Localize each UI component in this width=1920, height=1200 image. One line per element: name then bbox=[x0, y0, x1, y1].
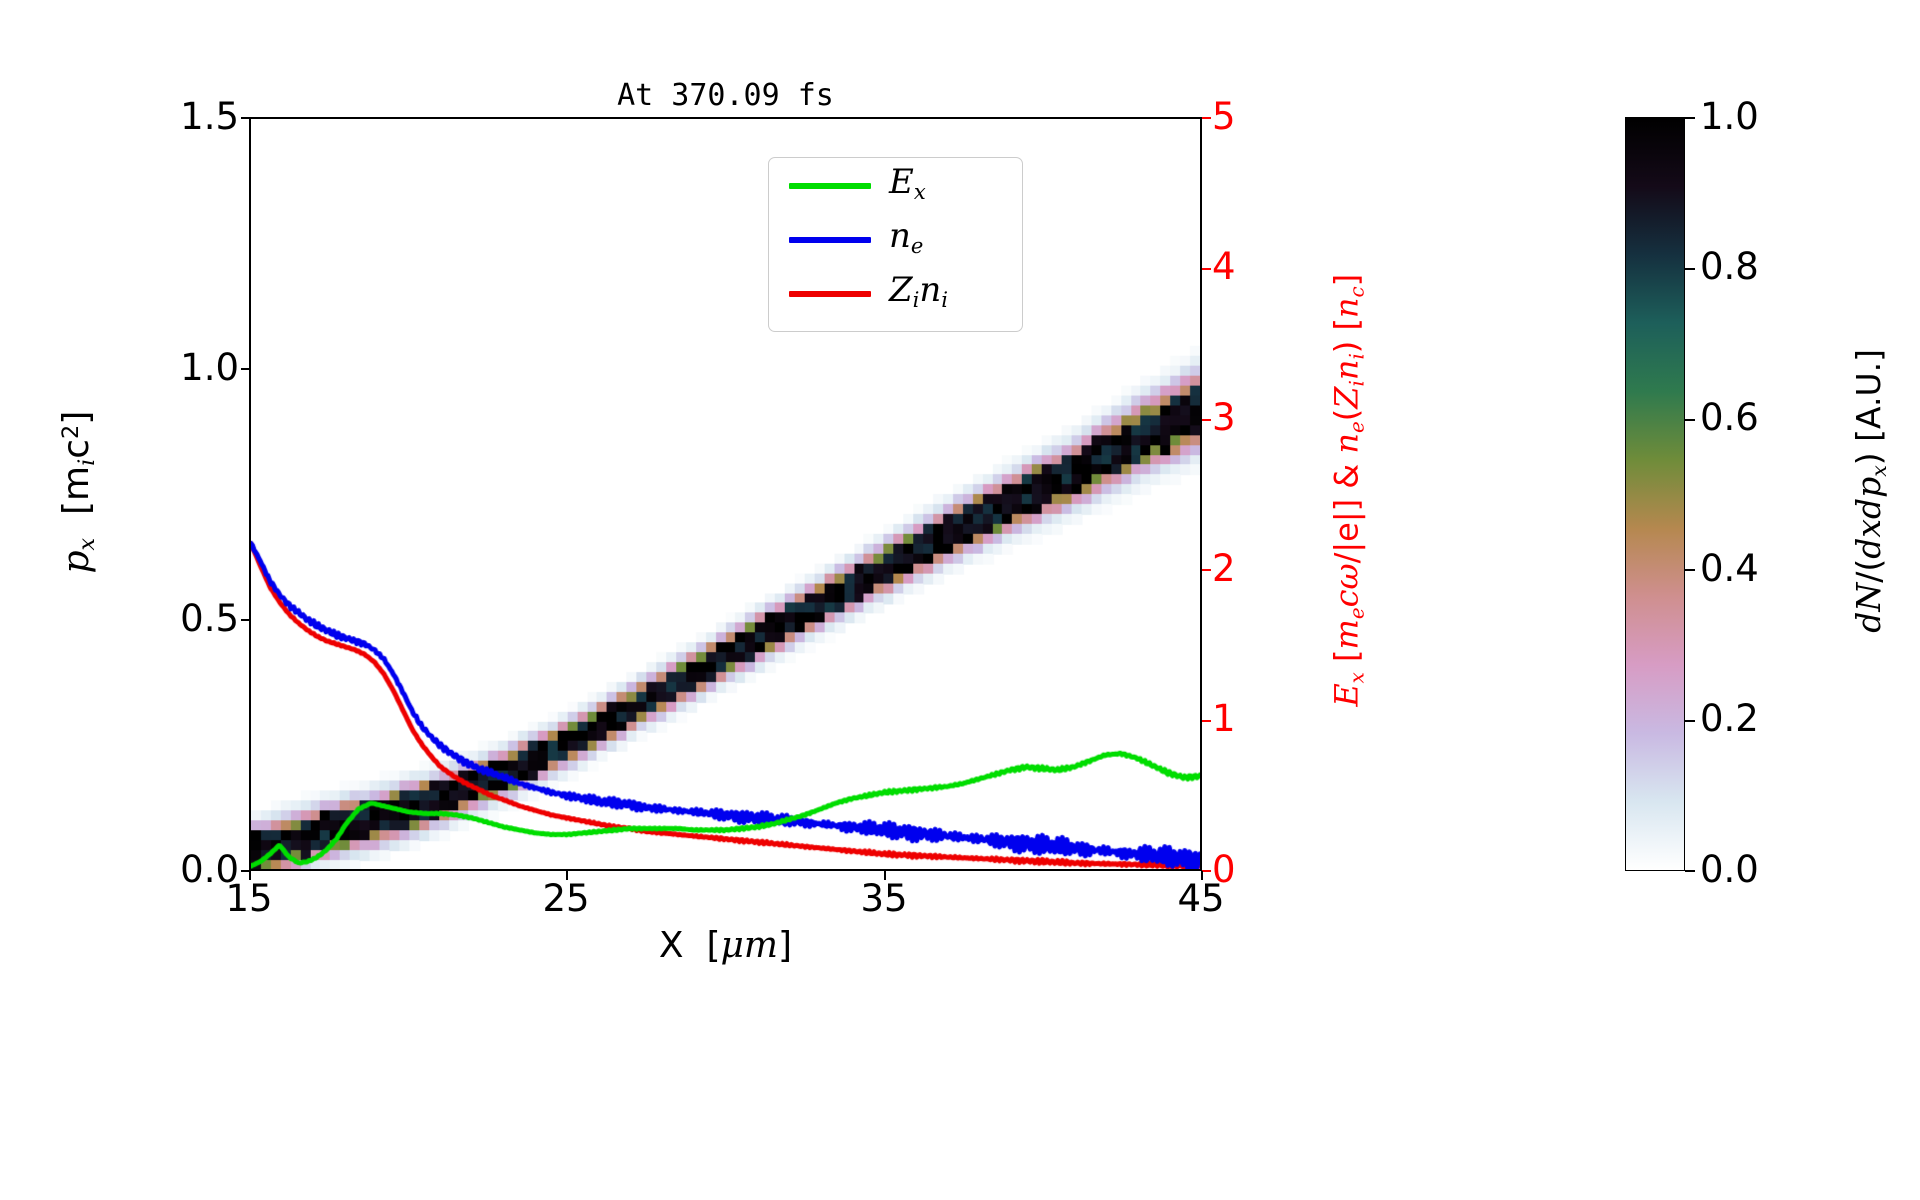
ytick-left-3: 0.5 bbox=[180, 597, 239, 640]
legend-label-zini: Zini bbox=[889, 270, 949, 312]
ytick-right-1: 5 bbox=[1212, 95, 1236, 138]
ytick-left-4: 0.0 bbox=[180, 848, 239, 891]
colorbar-gradient bbox=[1626, 118, 1684, 870]
colorbar-label: dN/(dxdpx) [A.U.] bbox=[1849, 348, 1891, 633]
ytick-left-2: 1.0 bbox=[180, 346, 239, 389]
ytick-mark-right-5 bbox=[1202, 720, 1211, 723]
xtick-3: 35 bbox=[860, 877, 908, 920]
legend-label-ne: ne bbox=[889, 216, 924, 258]
ytick-mark-right-3 bbox=[1202, 419, 1211, 422]
plot-canvas bbox=[251, 119, 1200, 869]
cbar-tick-6: 0.0 bbox=[1700, 848, 1759, 891]
cbar-tick-mark-5 bbox=[1685, 720, 1695, 722]
ytick-mark-left-2 bbox=[241, 368, 250, 371]
cbar-tick-1: 1.0 bbox=[1700, 95, 1759, 138]
xtick-mark-4 bbox=[1201, 871, 1204, 880]
ytick-mark-right-4 bbox=[1202, 569, 1211, 572]
legend-label-ex: Ex bbox=[889, 162, 926, 204]
legend-swatch-ne bbox=[789, 237, 871, 243]
legend-item-zini: Zini bbox=[781, 270, 1013, 316]
ytick-mark-right-1 bbox=[1202, 117, 1211, 120]
legend-swatch-zini bbox=[789, 291, 871, 297]
colorbar bbox=[1625, 117, 1685, 871]
plot-area bbox=[249, 117, 1202, 871]
xtick-1: 15 bbox=[225, 877, 273, 920]
cbar-tick-mark-4 bbox=[1685, 569, 1695, 571]
cbar-tick-mark-1 bbox=[1685, 117, 1695, 119]
xtick-2: 25 bbox=[542, 877, 590, 920]
cbar-tick-5: 0.2 bbox=[1700, 697, 1759, 740]
chart-title: At 370.09 fs bbox=[617, 78, 834, 113]
ytick-right-3: 3 bbox=[1212, 396, 1236, 439]
legend-item-ex: Ex bbox=[781, 162, 1013, 208]
xtick-mark-1 bbox=[249, 871, 252, 880]
xtick-4: 45 bbox=[1177, 877, 1225, 920]
ytick-right-5: 1 bbox=[1212, 697, 1236, 740]
ytick-mark-right-2 bbox=[1202, 268, 1211, 271]
cbar-tick-3: 0.6 bbox=[1700, 396, 1759, 439]
y-axis-left-label: px [mic2] bbox=[55, 410, 101, 574]
ytick-right-6: 0 bbox=[1212, 848, 1236, 891]
legend-swatch-ex bbox=[789, 183, 871, 189]
cbar-tick-4: 0.4 bbox=[1700, 547, 1759, 590]
cbar-tick-mark-6 bbox=[1685, 870, 1695, 872]
xtick-mark-3 bbox=[884, 871, 887, 880]
x-axis-label: X [μm] bbox=[658, 925, 793, 966]
ytick-mark-left-1 bbox=[241, 117, 250, 120]
cbar-tick-2: 0.8 bbox=[1700, 245, 1759, 288]
ytick-mark-left-4 bbox=[241, 870, 250, 873]
ytick-right-2: 4 bbox=[1212, 245, 1236, 288]
legend-item-ne: ne bbox=[781, 216, 1013, 262]
ytick-mark-left-3 bbox=[241, 619, 250, 622]
cbar-tick-mark-3 bbox=[1685, 419, 1695, 421]
xtick-mark-2 bbox=[566, 871, 569, 880]
cbar-tick-mark-2 bbox=[1685, 268, 1695, 270]
ytick-left-1: 1.5 bbox=[180, 95, 239, 138]
ytick-mark-right-6 bbox=[1202, 870, 1211, 873]
legend: Ex ne Zini bbox=[768, 157, 1023, 332]
y-axis-right-label: Ex [mecω/|e|] & ne(Zini) [nc] bbox=[1327, 273, 1369, 707]
ytick-right-4: 2 bbox=[1212, 547, 1236, 590]
